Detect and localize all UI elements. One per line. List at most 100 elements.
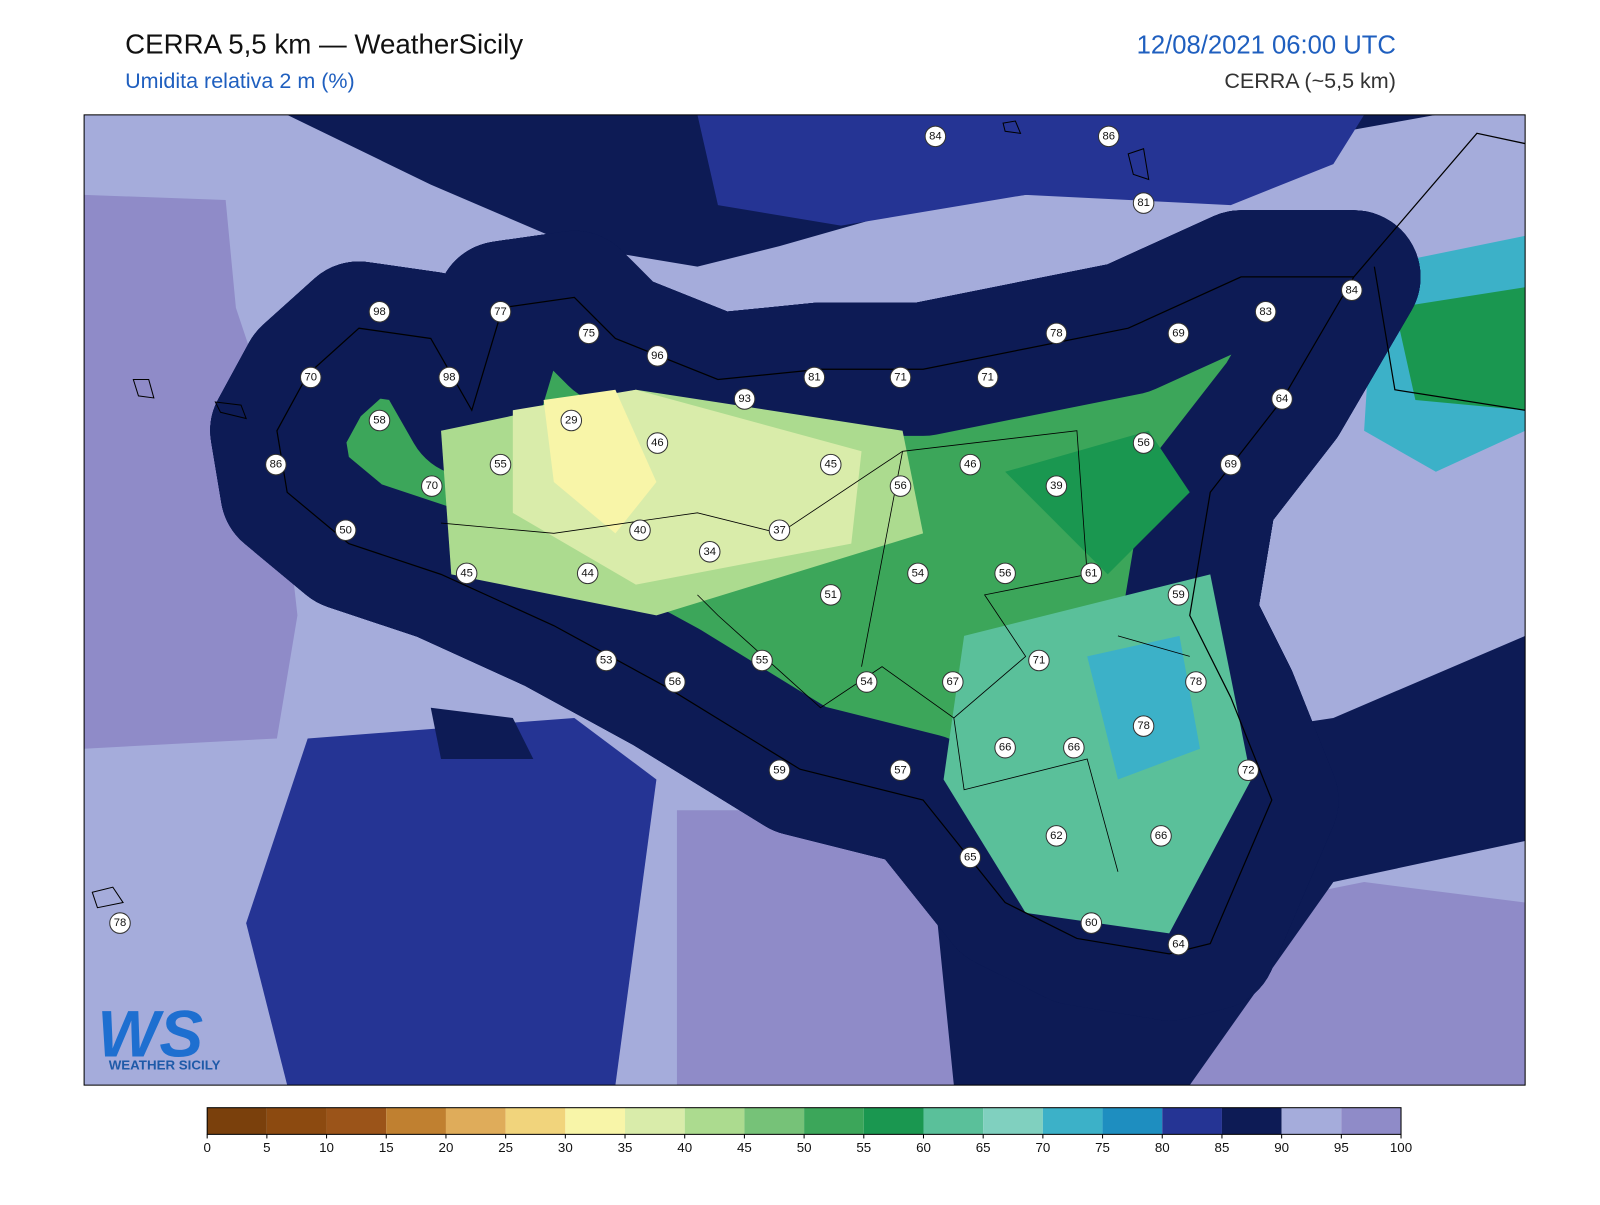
colorbar-tick-label: 30 xyxy=(558,1140,573,1155)
station-marker xyxy=(698,541,721,563)
station-value: 84 xyxy=(929,130,942,142)
station-marker xyxy=(1341,279,1363,302)
station-value: 72 xyxy=(1242,764,1255,776)
station-value: 39 xyxy=(1050,480,1063,492)
station-value: 60 xyxy=(1085,917,1098,929)
station-value: 69 xyxy=(1172,327,1185,339)
station-marker xyxy=(438,366,460,389)
station-value: 45 xyxy=(460,567,473,579)
station-marker xyxy=(889,366,912,389)
logo-initials: WS xyxy=(97,997,203,1070)
colorbar-tick-label: 20 xyxy=(439,1140,454,1155)
colorbar-tick-label: 80 xyxy=(1155,1140,1170,1155)
colorbar-bin xyxy=(1341,1107,1402,1135)
station-value: 93 xyxy=(738,393,751,405)
colorbar-bin xyxy=(1102,1107,1163,1135)
station-value: 34 xyxy=(703,546,716,558)
map-frame xyxy=(83,114,1526,1086)
station-marker xyxy=(265,453,287,476)
station-marker xyxy=(109,912,131,934)
station-value: 46 xyxy=(651,437,664,449)
station-value: 78 xyxy=(1190,676,1203,688)
station-marker xyxy=(334,519,357,542)
station-marker xyxy=(368,409,391,432)
station-marker xyxy=(629,519,651,542)
station-marker xyxy=(1271,388,1293,410)
station-value: 56 xyxy=(1137,437,1150,449)
station-marker xyxy=(1045,475,1068,497)
station-value: 98 xyxy=(443,371,456,383)
station-marker xyxy=(368,301,391,323)
colorbar-bin xyxy=(804,1107,864,1135)
colorbar-bin xyxy=(1281,1107,1342,1135)
station-value: 40 xyxy=(634,524,647,536)
model-label: CERRA (~5,5 km) xyxy=(1224,69,1396,93)
colorbar-bin xyxy=(625,1107,685,1135)
colorbar-bin xyxy=(445,1107,506,1135)
station-marker xyxy=(455,562,478,585)
station-value: 53 xyxy=(600,655,613,667)
station-value: 86 xyxy=(1102,130,1115,142)
station-marker xyxy=(994,562,1016,585)
station-marker xyxy=(577,322,600,345)
colorbar-bin xyxy=(744,1107,805,1135)
station-value: 77 xyxy=(494,306,507,318)
station-marker xyxy=(489,301,512,323)
station-marker xyxy=(664,671,686,693)
station-value: 67 xyxy=(947,676,960,688)
colorbar-bin xyxy=(565,1107,626,1135)
station-value: 75 xyxy=(582,327,595,339)
station-marker xyxy=(1220,453,1242,476)
station-value: 66 xyxy=(1068,742,1081,754)
station-value: 57 xyxy=(894,764,907,776)
station-marker xyxy=(768,759,791,782)
station-marker xyxy=(889,759,912,782)
station-value: 83 xyxy=(1259,306,1272,318)
station-value: 46 xyxy=(964,459,977,471)
station-marker xyxy=(959,846,982,869)
colorbar-tick-label: 55 xyxy=(856,1140,871,1155)
colorbar-tick-label: 10 xyxy=(319,1140,334,1155)
station-marker xyxy=(1080,912,1103,934)
station-value: 81 xyxy=(1137,197,1150,209)
station-marker xyxy=(994,736,1016,759)
station-marker xyxy=(1254,301,1277,323)
station-marker xyxy=(855,671,878,693)
station-marker xyxy=(803,366,826,389)
station-marker xyxy=(1167,322,1190,345)
station-value: 71 xyxy=(1033,655,1046,667)
station-marker xyxy=(1045,322,1068,345)
station-marker xyxy=(489,453,512,476)
station-value: 56 xyxy=(999,567,1012,579)
colorbar-tick-label: 95 xyxy=(1334,1140,1349,1155)
logo-text: WEATHER SICILY xyxy=(109,1058,221,1073)
station-value: 59 xyxy=(773,764,786,776)
station-value: 78 xyxy=(1137,720,1150,732)
stations: 84 86 81 98 77 75 96 70 98 93 81 71 71 78 69 83 84 64 58 29… xyxy=(109,125,1363,956)
station-value: 44 xyxy=(581,567,594,579)
station-marker xyxy=(907,562,929,585)
colorbar-bin xyxy=(386,1107,446,1135)
colorbar-bin xyxy=(684,1107,745,1135)
station-value: 55 xyxy=(756,655,769,667)
colorbar-tick-label: 0 xyxy=(203,1140,210,1155)
colorbar-bin xyxy=(266,1107,327,1135)
station-value: 54 xyxy=(860,676,873,688)
colorbar-bin xyxy=(863,1107,924,1135)
colorbar-tick-label: 40 xyxy=(677,1140,692,1155)
station-marker xyxy=(595,649,617,672)
station-value: 69 xyxy=(1225,459,1238,471)
station-value: 50 xyxy=(339,524,352,536)
station-value: 62 xyxy=(1050,830,1063,842)
station-marker xyxy=(889,475,912,497)
colorbar-bin xyxy=(1162,1107,1222,1135)
colorbar-tick-label: 5 xyxy=(263,1140,270,1155)
colorbar-tick-label: 45 xyxy=(737,1140,752,1155)
station-value: 64 xyxy=(1276,393,1289,405)
station-marker xyxy=(959,453,982,476)
colorbar-tick-label: 85 xyxy=(1215,1140,1230,1155)
colorbar-bin xyxy=(1042,1107,1103,1135)
station-value: 78 xyxy=(114,917,127,929)
